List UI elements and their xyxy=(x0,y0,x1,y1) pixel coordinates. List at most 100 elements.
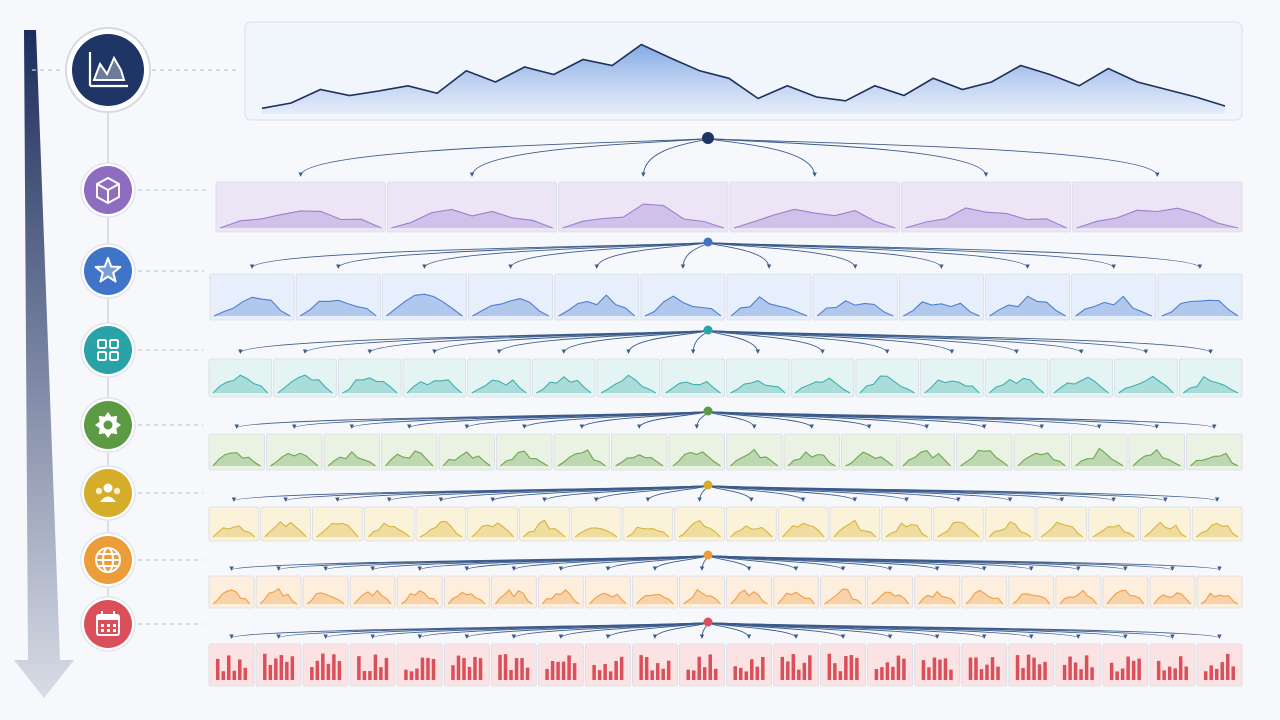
mini-bar xyxy=(1043,661,1047,680)
level-7-cell xyxy=(1149,643,1196,687)
glyph xyxy=(107,624,110,627)
mini-line xyxy=(259,588,298,605)
mini-bar xyxy=(686,669,690,680)
mini-bar xyxy=(332,654,336,680)
level-7-cell xyxy=(632,643,678,687)
glyph xyxy=(100,496,116,502)
cell-frame xyxy=(668,433,725,471)
mini-area xyxy=(300,300,377,316)
cell-frame xyxy=(255,575,302,609)
cell-frame xyxy=(349,575,396,609)
mini-area xyxy=(354,590,392,604)
mini-bar xyxy=(833,663,837,680)
connector-arrow xyxy=(707,410,872,429)
mini-line xyxy=(264,521,307,538)
mini-area xyxy=(1196,523,1238,537)
mini-bar xyxy=(368,671,372,680)
level-4-cell xyxy=(266,433,323,471)
connector-arrow xyxy=(707,329,890,354)
level-4-cell xyxy=(668,433,725,471)
cell-frame xyxy=(820,643,867,687)
cell-frame xyxy=(537,575,584,609)
level-4-node xyxy=(703,406,713,416)
level-3-cell xyxy=(661,358,725,398)
mini-line xyxy=(212,374,269,394)
cell-frame xyxy=(349,643,396,687)
cell-frame xyxy=(622,506,674,542)
gear-icon xyxy=(80,397,136,453)
mini-bar xyxy=(290,656,295,680)
mini-line xyxy=(885,522,928,538)
mini-bar xyxy=(666,660,671,680)
mini-line xyxy=(1118,375,1174,394)
connector-arrow xyxy=(707,484,909,502)
mini-line xyxy=(541,589,580,605)
mini-bar xyxy=(550,661,555,680)
glyph xyxy=(95,487,103,495)
mini-line xyxy=(494,589,533,605)
mini-bar xyxy=(216,658,220,680)
mini-area xyxy=(989,378,1044,393)
mini-area xyxy=(523,520,566,537)
level-4-cell xyxy=(1128,433,1185,471)
mini-line xyxy=(787,451,836,467)
mini-line xyxy=(730,296,808,317)
mini-bar xyxy=(503,654,508,680)
level-7-cell xyxy=(726,643,772,687)
level-7-cell xyxy=(961,643,1008,687)
cell-frame xyxy=(396,575,443,609)
mini-bar xyxy=(1220,662,1224,680)
connector-arrow xyxy=(707,554,1222,571)
mini-bar xyxy=(650,670,654,680)
mini-bar xyxy=(1209,665,1213,680)
mini-bar xyxy=(927,667,931,680)
mini-area xyxy=(562,204,724,228)
mini-area xyxy=(260,588,298,604)
cell-frame xyxy=(490,575,537,609)
level-2-cell xyxy=(640,273,726,321)
users-icon xyxy=(80,465,136,521)
icon-disc xyxy=(84,469,132,517)
connector-arrow xyxy=(707,329,1213,354)
mini-bar xyxy=(384,657,389,680)
mini-line xyxy=(299,299,377,317)
level-3-node xyxy=(703,325,713,335)
cell-frame xyxy=(632,643,678,687)
cell-frame xyxy=(640,273,726,321)
mini-bar xyxy=(827,653,832,680)
level-7-cell xyxy=(208,643,255,687)
mini-bar xyxy=(661,668,665,680)
mini-bar xyxy=(315,660,320,680)
mini-bar xyxy=(802,662,807,680)
mini-line xyxy=(1195,522,1239,538)
mini-bar xyxy=(451,665,455,680)
mini-area xyxy=(1183,376,1238,393)
cell-frame xyxy=(898,273,984,321)
mini-line xyxy=(859,375,915,394)
level-7-cell xyxy=(1196,643,1243,687)
mini-bar xyxy=(456,655,461,680)
mini-bar xyxy=(1021,668,1025,680)
mini-bar xyxy=(561,661,566,680)
mini-bar xyxy=(597,670,602,680)
cell-frame xyxy=(812,273,898,321)
level-5-cell xyxy=(622,506,674,542)
cell-frame xyxy=(661,358,725,398)
level-7-cell xyxy=(679,643,725,687)
cell-frame xyxy=(443,575,490,609)
connector-arrow xyxy=(707,554,846,571)
level-2-cell xyxy=(898,273,984,321)
connector-arrow xyxy=(464,410,709,429)
connector-arrow xyxy=(680,241,709,269)
connector-arrow xyxy=(298,137,709,177)
level-6-cell xyxy=(208,575,255,609)
mini-bar xyxy=(838,671,843,680)
mini-bar xyxy=(467,666,472,680)
mini-area xyxy=(1190,453,1238,466)
level-7-cell xyxy=(584,643,631,687)
mini-bar xyxy=(462,658,466,680)
level-6-cell xyxy=(773,575,819,609)
mini-bar xyxy=(1115,671,1119,680)
mini-line xyxy=(562,203,725,229)
mini-bar xyxy=(310,667,314,680)
